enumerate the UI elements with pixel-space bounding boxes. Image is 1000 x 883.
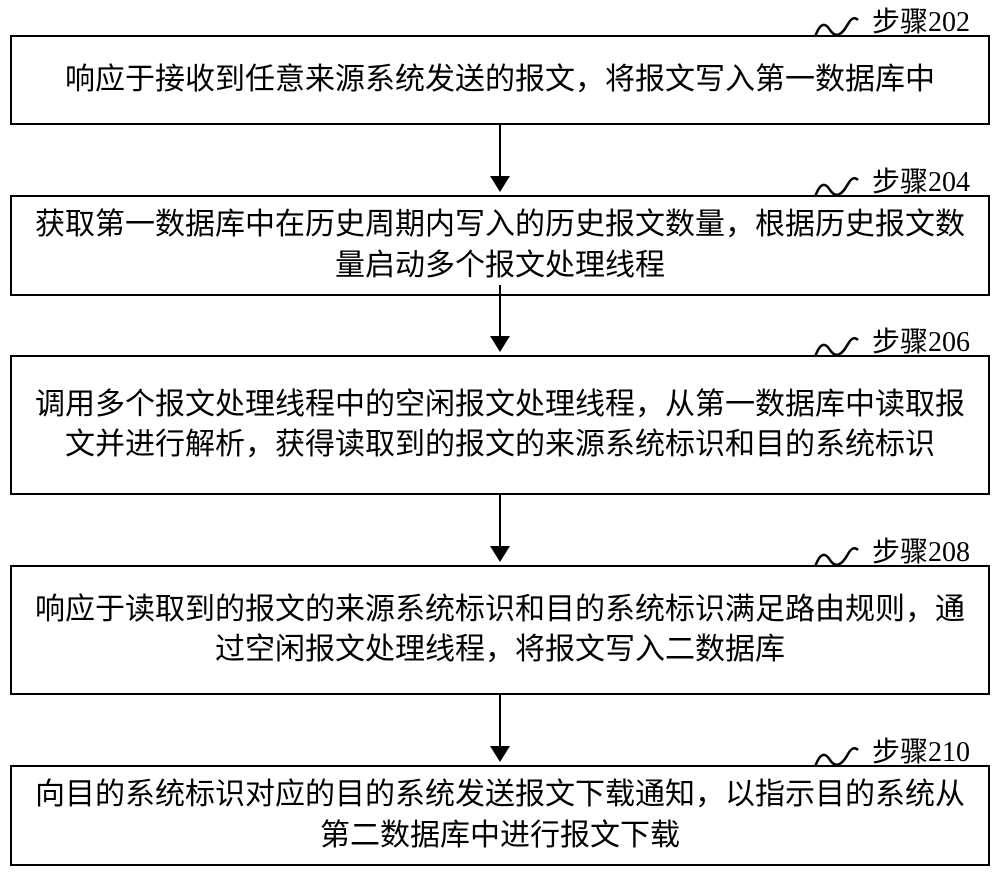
- step-text: 向目的系统标识对应的目的系统发送报文下载通知，以指示目的系统从第二数据库中进行报…: [32, 775, 968, 856]
- arrow: [490, 495, 510, 562]
- arrow: [490, 125, 510, 192]
- arrow-line: [499, 125, 502, 177]
- arrow-head: [490, 746, 510, 762]
- step-label: 步骤206: [872, 320, 970, 360]
- step-label: 步骤204: [872, 160, 970, 200]
- arrow-head: [490, 176, 510, 192]
- step-text: 调用多个报文处理线程中的空闲报文处理线程，从第一数据库中读取报文并进行解析，获得…: [32, 385, 968, 466]
- step-box: 响应于读取到的报文的来源系统标识和目的系统标识满足路由规则，通过空闲报文处理线程…: [10, 565, 990, 695]
- arrow-head: [490, 546, 510, 562]
- arrow-head: [490, 336, 510, 352]
- arrow: [490, 285, 510, 352]
- step-label: 步骤208: [872, 530, 970, 570]
- step-label: 步骤210: [872, 730, 970, 770]
- arrow-line: [499, 285, 502, 337]
- step-text: 响应于读取到的报文的来源系统标识和目的系统标识满足路由规则，通过空闲报文处理线程…: [32, 590, 968, 671]
- arrow-line: [499, 695, 502, 747]
- step-box: 获取第一数据库中在历史周期内写入的历史报文数量，根据历史报文数量启动多个报文处理…: [10, 195, 990, 296]
- step-text: 响应于接收到任意来源系统发送的报文，将报文写入第一数据库中: [65, 60, 935, 101]
- step-box: 调用多个报文处理线程中的空闲报文处理线程，从第一数据库中读取报文并进行解析，获得…: [10, 355, 990, 495]
- step-text: 获取第一数据库中在历史周期内写入的历史报文数量，根据历史报文数量启动多个报文处理…: [32, 205, 968, 286]
- arrow-line: [499, 495, 502, 547]
- step-box: 向目的系统标识对应的目的系统发送报文下载通知，以指示目的系统从第二数据库中进行报…: [10, 765, 990, 866]
- step-box: 响应于接收到任意来源系统发送的报文，将报文写入第一数据库中: [10, 35, 990, 125]
- step-label: 步骤202: [872, 0, 970, 40]
- flowchart-container: 步骤202 响应于接收到任意来源系统发送的报文，将报文写入第一数据库中 步骤20…: [0, 0, 1000, 883]
- arrow: [490, 695, 510, 762]
